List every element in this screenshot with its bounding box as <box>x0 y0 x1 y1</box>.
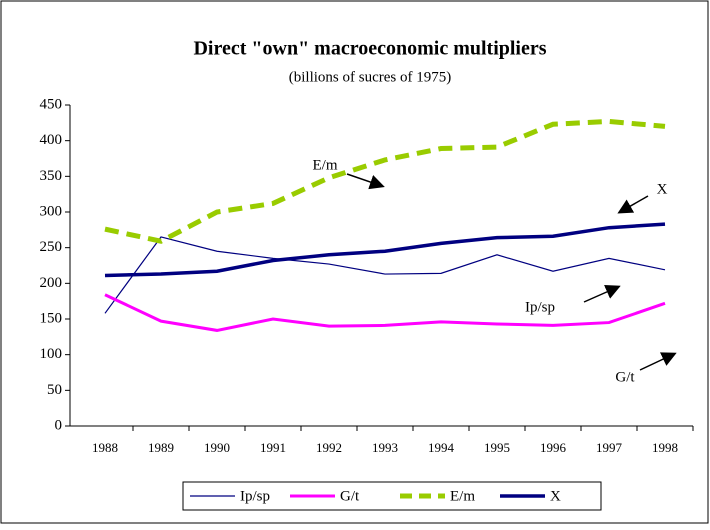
x-tick-label: 1992 <box>316 440 342 455</box>
annotation: X <box>657 181 668 197</box>
series-line <box>104 118 666 244</box>
x-tick-label: 1988 <box>92 440 118 455</box>
annotation-arrow <box>583 284 621 303</box>
y-tick-label: 50 <box>47 382 62 398</box>
chart-title: Direct "own" macroeconomic multipliers <box>193 38 546 60</box>
legend-label: E/m <box>450 488 475 504</box>
series-line <box>104 293 666 332</box>
chart-subtitle: (billions of sucres of 1975) <box>289 69 451 85</box>
series-line <box>104 222 666 278</box>
annotation: Ip/sp <box>525 299 555 315</box>
x-tick-label: 1995 <box>484 440 510 455</box>
x-tick-label: 1996 <box>540 440 567 455</box>
y-tick-label: 350 <box>40 168 63 184</box>
annotation: E/m <box>313 157 338 173</box>
annotation-arrow <box>639 352 677 371</box>
x-tick-label: 1989 <box>148 440 174 455</box>
annotation-arrow <box>617 195 649 214</box>
series-line <box>104 236 666 314</box>
y-tick-label: 100 <box>40 346 63 362</box>
legend-label: G/t <box>340 488 360 504</box>
x-tick-label: 1993 <box>372 440 398 455</box>
y-tick-label: 150 <box>40 310 63 326</box>
x-tick-label: 1991 <box>260 440 286 455</box>
legend-label: Ip/sp <box>240 488 270 504</box>
x-tick-label: 1998 <box>652 440 678 455</box>
y-tick-label: 200 <box>40 275 63 291</box>
y-tick-label: 450 <box>40 96 63 112</box>
y-tick-label: 250 <box>40 239 63 255</box>
x-tick-label: 1994 <box>428 440 455 455</box>
y-tick-label: 300 <box>40 203 63 219</box>
x-tick-label: 1990 <box>204 440 230 455</box>
x-tick-label: 1997 <box>596 440 623 455</box>
annotation: G/t <box>615 369 635 385</box>
y-tick-label: 0 <box>55 417 63 433</box>
annotation-arrow <box>346 173 385 190</box>
y-tick-label: 400 <box>40 132 63 148</box>
legend-label: X <box>550 488 561 504</box>
